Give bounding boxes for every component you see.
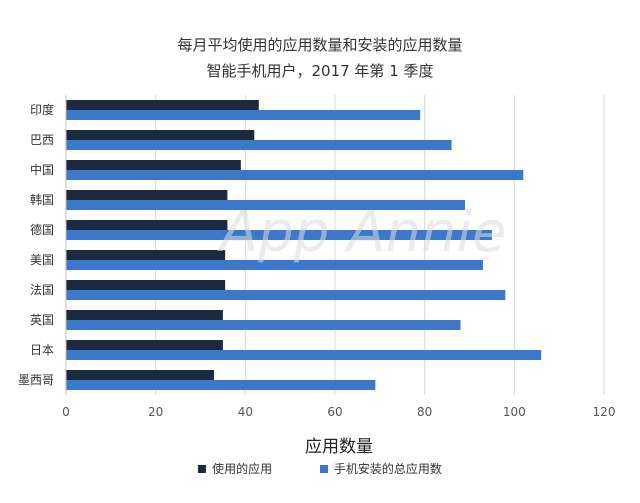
- bar-used-1: [66, 130, 255, 140]
- x-tick-label-100: 100: [503, 405, 526, 419]
- y-category-label-3: 韩国: [30, 192, 54, 207]
- x-tick-label-80: 80: [417, 405, 432, 419]
- legend-item-used: 使用的应用: [198, 460, 272, 477]
- bar-used-2: [66, 160, 241, 170]
- legend-swatch-used: [198, 465, 207, 473]
- y-category-label-7: 英国: [30, 313, 54, 327]
- y-category-label-2: 中国: [30, 162, 54, 177]
- y-category-label-8: 日本: [30, 343, 54, 357]
- bar-installed-1: [66, 140, 452, 150]
- bar-used-4: [66, 220, 228, 230]
- bar-used-5: [66, 250, 226, 260]
- y-category-label-4: 德国: [30, 222, 54, 237]
- y-category-label-0: 印度: [30, 102, 54, 117]
- bar-used-6: [66, 280, 226, 290]
- bar-used-3: [66, 190, 228, 200]
- bar-used-0: [66, 100, 259, 110]
- bar-installed-8: [66, 350, 542, 360]
- bar-installed-5: [66, 260, 483, 270]
- bar-used-8: [66, 340, 223, 350]
- x-axis-label: 应用数量: [305, 437, 373, 457]
- bar-installed-9: [66, 380, 376, 390]
- x-tick-label-0: 0: [62, 405, 70, 419]
- y-category-label-1: 巴西: [30, 133, 54, 147]
- legend-label-installed: 手机安装的总应用数: [333, 462, 442, 476]
- bar-installed-7: [66, 320, 461, 330]
- bar-installed-4: [66, 230, 492, 240]
- legend-item-installed: 手机安装的总应用数: [319, 460, 442, 477]
- bar-used-7: [66, 310, 223, 320]
- y-category-label-6: 法国: [30, 283, 54, 297]
- watermark-logo: App Annie: [220, 200, 507, 265]
- bar-used-9: [66, 370, 214, 380]
- bar-installed-0: [66, 110, 421, 120]
- bar-installed-3: [66, 200, 466, 210]
- y-category-label-9: 墨西哥: [18, 373, 54, 387]
- x-tick-label-20: 20: [148, 405, 163, 419]
- legend-label-used: 使用的应用: [212, 462, 273, 476]
- x-tick-label-60: 60: [327, 405, 342, 419]
- bar-installed-6: [66, 290, 506, 300]
- chart-subtitle: 智能手机用户，2017 年第 1 季度: [206, 62, 434, 80]
- chart-title: 每月平均使用的应用数量和安装的应用数量: [177, 36, 463, 54]
- x-tick-label-120: 120: [593, 405, 616, 419]
- legend-swatch-installed: [319, 465, 328, 473]
- x-tick-label-40: 40: [238, 405, 253, 419]
- bar-installed-2: [66, 170, 524, 180]
- y-category-label-5: 美国: [30, 253, 54, 267]
- chart-legend: 使用的应用 手机安装的总应用数: [0, 460, 640, 477]
